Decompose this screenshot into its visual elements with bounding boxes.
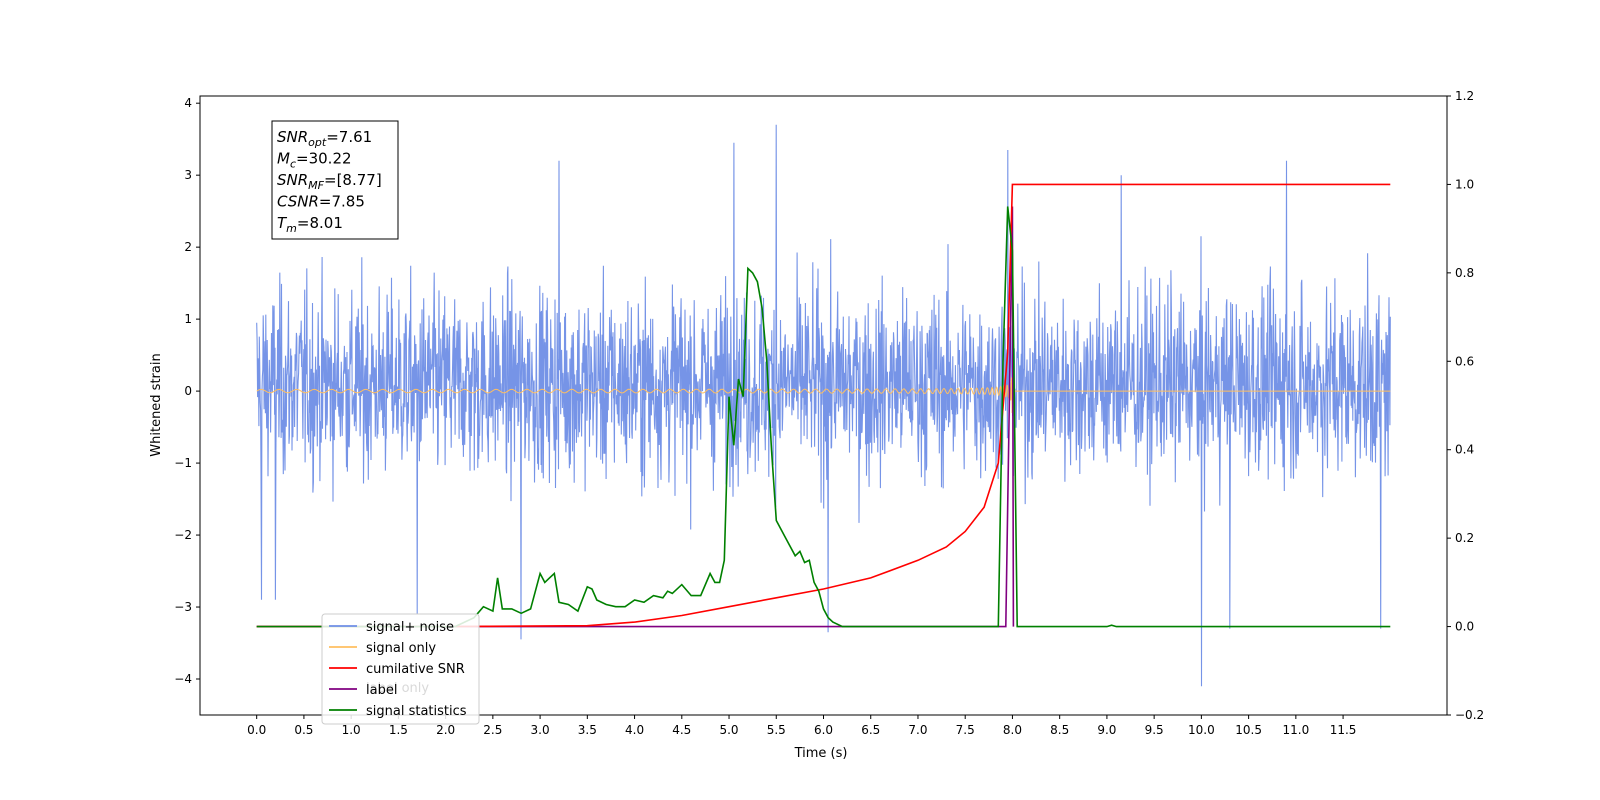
legend-label: signal statistics xyxy=(366,704,467,719)
x-axis-label: Time (s) xyxy=(794,746,848,761)
x-tick-label: 10.0 xyxy=(1188,723,1215,737)
y2-tick-label: 0.0 xyxy=(1455,620,1474,634)
snr-annotation-box: SNRopt=7.61Mc=30.22SNRMF=[8.77]CSNR=7.85… xyxy=(271,120,399,240)
x-tick-label: 5.5 xyxy=(767,723,786,737)
legend-frame xyxy=(321,613,480,725)
x-tick-label: 9.0 xyxy=(1097,723,1116,737)
annotation-line: CSNR=7.85 xyxy=(277,193,365,211)
legend-label: label xyxy=(366,683,397,698)
y-tick-label: 4 xyxy=(184,96,192,110)
y-tick-label: −4 xyxy=(174,672,192,686)
legend-label: cumilative SNR xyxy=(366,662,465,677)
legend: label only signal+ noise signal only cumila… xyxy=(321,613,480,725)
x-tick-label: 11.5 xyxy=(1330,723,1357,737)
series-label xyxy=(256,206,1015,628)
x-tick-label: 9.5 xyxy=(1145,723,1164,737)
y-tick-label: 3 xyxy=(184,168,192,182)
y-tick-label: 2 xyxy=(184,240,192,254)
legend-hidden-text: label only xyxy=(366,681,429,696)
y-tick-label: −3 xyxy=(174,600,192,614)
x-tick-label: 6.0 xyxy=(814,723,833,737)
legend-label: signal only xyxy=(366,641,436,656)
annotation-frame xyxy=(271,120,399,240)
y2-tick-label: 0.2 xyxy=(1455,531,1474,545)
y2-tick-label: 1.0 xyxy=(1455,177,1474,191)
annotation-line: SNRMF=[8.77] xyxy=(277,171,382,192)
x-tick-label: 8.0 xyxy=(1003,723,1022,737)
legend-label: signal+ noise xyxy=(366,620,454,635)
x-tick-label: 8.5 xyxy=(1050,723,1069,737)
x-tick-label: 3.0 xyxy=(531,723,550,737)
x-tick-label: 4.5 xyxy=(672,723,691,737)
annotation-line: Tm=8.01 xyxy=(277,214,343,235)
axis-ticks: 0.0 0.5 1.0 1.5 2.0 2.5 3.0 3.5 4.0 4.5 5.0 5.5 6.0 6… xyxy=(174,89,1484,737)
y2-tick-label: 0.6 xyxy=(1455,354,1474,368)
annotation-line: SNRopt=7.61 xyxy=(277,128,372,149)
y-axis-label: Whitened strain xyxy=(149,353,164,456)
y2-tick-label: −0.2 xyxy=(1455,708,1484,722)
x-tick-label: 4.0 xyxy=(625,723,644,737)
y2-tick-label: 1.2 xyxy=(1455,89,1474,103)
x-tick-label: 2.5 xyxy=(483,723,502,737)
x-tick-label: 1.0 xyxy=(342,723,361,737)
x-tick-label: 0.0 xyxy=(247,723,266,737)
x-tick-label: 10.5 xyxy=(1235,723,1262,737)
y-tick-label: −1 xyxy=(174,456,192,470)
plot-area xyxy=(256,124,1391,687)
series-signal-statistics xyxy=(256,206,1391,628)
y2-tick-label: 0.4 xyxy=(1455,443,1474,457)
x-tick-label: 7.0 xyxy=(908,723,927,737)
y2-tick-label: 0.8 xyxy=(1455,266,1474,280)
x-tick-label: 0.5 xyxy=(294,723,313,737)
x-tick-label: 11.0 xyxy=(1282,723,1309,737)
x-tick-label: 3.5 xyxy=(578,723,597,737)
x-tick-label: 6.5 xyxy=(861,723,880,737)
series-signal-only xyxy=(256,377,1391,414)
series-signal-noise xyxy=(256,124,1391,687)
x-tick-label: 5.0 xyxy=(719,723,738,737)
y-tick-label: 1 xyxy=(184,312,192,326)
x-tick-label: 1.5 xyxy=(389,723,408,737)
y-tick-label: 0 xyxy=(184,384,192,398)
y-tick-label: −2 xyxy=(174,528,192,542)
annotation-line: Mc=30.22 xyxy=(277,150,352,171)
x-tick-label: 2.0 xyxy=(436,723,455,737)
x-tick-label: 7.5 xyxy=(956,723,975,737)
